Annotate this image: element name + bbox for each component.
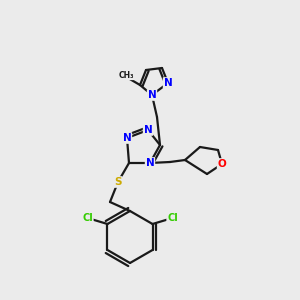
Text: Cl: Cl [82,213,93,223]
Text: CH₃: CH₃ [118,70,134,80]
Text: Cl: Cl [167,213,178,223]
Text: N: N [123,133,131,143]
Text: N: N [146,158,154,168]
Text: O: O [218,159,226,169]
Text: S: S [114,177,122,187]
Text: N: N [144,125,152,135]
Text: N: N [148,90,156,100]
Text: N: N [164,78,172,88]
